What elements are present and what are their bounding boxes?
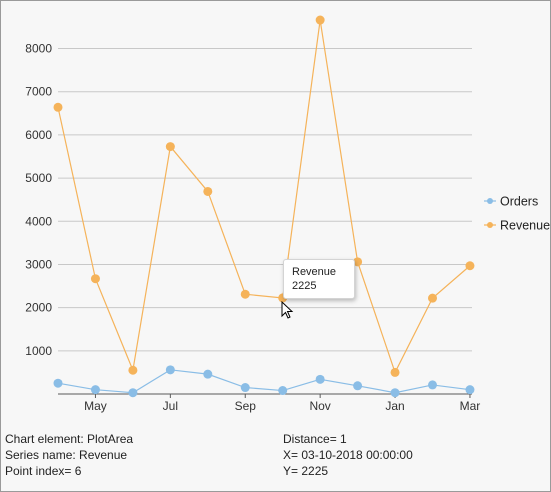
- x-tick-label: Jan: [385, 399, 404, 413]
- status-distance: Distance= 1: [283, 432, 347, 446]
- legend: Orders Revenue: [484, 195, 550, 233]
- data-point-orders[interactable]: [428, 380, 437, 390]
- tooltip-value: 2225: [292, 280, 317, 292]
- x-axis: May Jul Sep Nov Jan Mar: [58, 393, 481, 413]
- data-tooltip: Revenue 2225: [283, 259, 355, 299]
- y-tick-label: 6000: [25, 128, 52, 142]
- data-point-revenue[interactable]: [203, 186, 213, 196]
- status-y-value: Y= 2225: [283, 464, 329, 478]
- data-point-orders[interactable]: [203, 369, 213, 379]
- status-x-value: X= 03-10-2018 00:00:00: [283, 448, 413, 462]
- data-point-revenue[interactable]: [353, 257, 363, 267]
- data-point-revenue[interactable]: [165, 142, 175, 152]
- legend-item-orders[interactable]: Orders: [484, 195, 538, 209]
- legend-marker: [487, 222, 493, 228]
- legend-marker: [487, 198, 493, 204]
- x-tick-label: Sep: [235, 399, 257, 413]
- status-point-index: Point index= 6: [5, 464, 82, 478]
- y-tick-label: 5000: [25, 171, 52, 185]
- x-tick-label: Nov: [309, 399, 330, 413]
- data-point-orders[interactable]: [240, 383, 250, 393]
- x-tick-label: May: [84, 399, 107, 413]
- series-line-revenue[interactable]: [57, 19, 471, 374]
- data-point-orders[interactable]: [53, 378, 63, 388]
- y-tick-label: 7000: [25, 85, 52, 99]
- data-point-orders[interactable]: [165, 365, 175, 375]
- y-tick-label: 1000: [25, 344, 52, 358]
- status-series-name: Series name: Revenue: [5, 448, 128, 462]
- x-tick-label: Jul: [163, 399, 178, 413]
- legend-label: Orders: [500, 195, 538, 209]
- tooltip-series: Revenue: [292, 266, 337, 278]
- legend-label: Revenue: [500, 219, 550, 233]
- status-chart-element: Chart element: PlotArea: [5, 432, 134, 446]
- data-point-orders[interactable]: [128, 388, 138, 398]
- data-point-revenue[interactable]: [240, 289, 250, 299]
- data-point-orders[interactable]: [278, 386, 288, 396]
- y-tick-label: 2000: [25, 301, 52, 315]
- mouse-cursor-icon: [281, 301, 294, 319]
- legend-item-revenue[interactable]: Revenue: [484, 219, 550, 233]
- data-point-revenue[interactable]: [390, 367, 400, 377]
- x-tick-label: Mar: [460, 399, 481, 413]
- data-point-orders[interactable]: [465, 385, 475, 395]
- y-tick-label: 4000: [25, 214, 52, 228]
- data-point-revenue[interactable]: [315, 15, 325, 25]
- data-point-revenue[interactable]: [428, 293, 437, 303]
- plot-area[interactable]: [53, 15, 475, 398]
- data-point-orders[interactable]: [353, 381, 363, 391]
- y-tick-label: 8000: [25, 42, 52, 56]
- gridlines: [58, 48, 472, 352]
- data-point-revenue[interactable]: [90, 274, 100, 284]
- data-point-orders[interactable]: [315, 374, 325, 384]
- series-line-orders[interactable]: [57, 369, 471, 394]
- data-point-revenue[interactable]: [465, 261, 475, 271]
- data-point-orders[interactable]: [390, 388, 400, 398]
- data-point-orders[interactable]: [90, 385, 100, 395]
- y-tick-label: 3000: [25, 257, 52, 271]
- data-point-revenue[interactable]: [128, 365, 138, 375]
- status-left: Chart element: PlotArea Series name: Rev…: [5, 431, 133, 479]
- data-point-revenue[interactable]: [53, 102, 63, 112]
- status-right: Distance= 1 X= 03-10-2018 00:00:00 Y= 22…: [283, 431, 413, 479]
- y-axis: 1000 2000 3000 4000 5000 6000 7000 8000: [25, 42, 52, 358]
